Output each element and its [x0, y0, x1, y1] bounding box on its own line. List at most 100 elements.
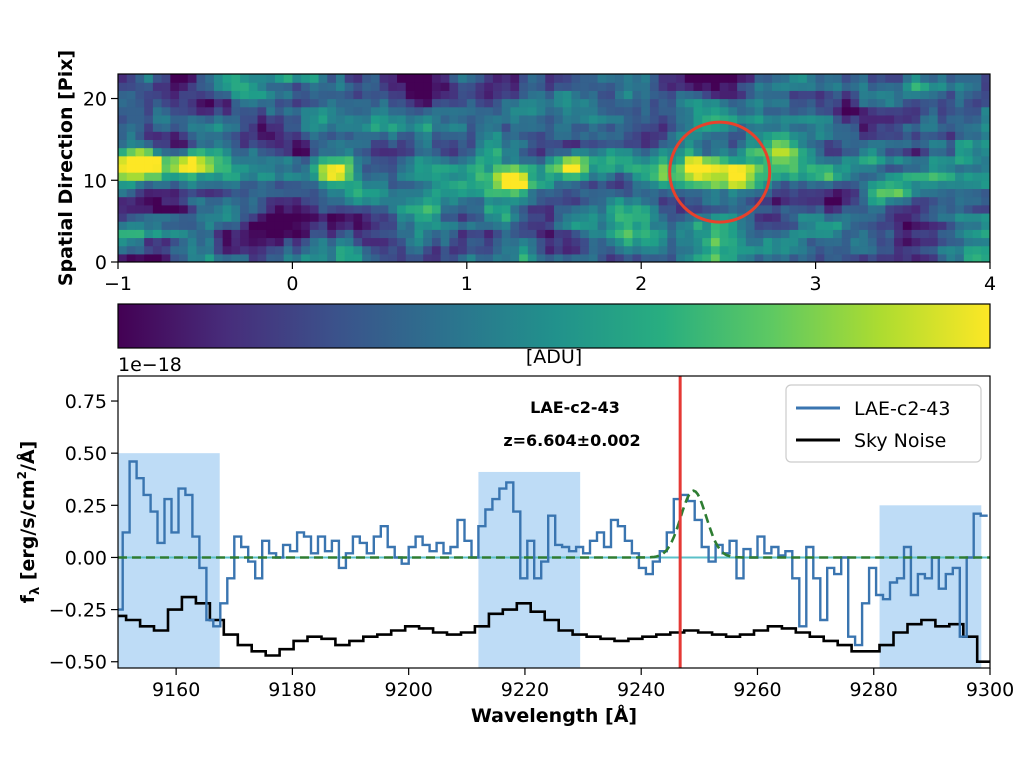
- heatmap-cell: [370, 229, 381, 239]
- heatmap-cell: [955, 74, 965, 83]
- heatmap-cell: [283, 98, 293, 108]
- heatmap-cell: [135, 82, 145, 91]
- heatmap-cell: [754, 188, 764, 198]
- heatmap-cell: [213, 245, 224, 255]
- heatmap-cell: [920, 172, 930, 181]
- heatmap-cell: [519, 139, 529, 149]
- heatmap-cell: [336, 212, 346, 222]
- heatmap-cell: [833, 245, 843, 255]
- heatmap-cell: [981, 98, 990, 108]
- heatmap-cell: [187, 245, 198, 255]
- heatmap-cell: [213, 90, 224, 100]
- heatmap-cell: [963, 106, 974, 116]
- heatmap-cell: [955, 212, 965, 222]
- heatmap-cell: [920, 106, 930, 116]
- heatmap-cell: [231, 253, 241, 262]
- spectrum-y-tick-label: −0.25: [49, 600, 107, 622]
- heatmap-cell: [684, 196, 695, 206]
- heatmap-cell: [963, 221, 974, 230]
- heatmap-cell: [222, 237, 232, 247]
- heatmap-cell: [492, 188, 503, 198]
- heatmap-cell: [684, 90, 695, 100]
- heatmap-cell: [597, 123, 607, 132]
- heatmap-cell: [527, 212, 538, 222]
- heatmap-cell: [754, 229, 764, 239]
- heatmap-cell: [397, 172, 407, 181]
- heatmap-cell: [231, 82, 241, 91]
- heatmap-cell: [580, 180, 590, 190]
- heatmap-cell: [458, 196, 468, 206]
- heatmap-cell: [867, 74, 878, 83]
- heatmap-cell: [545, 204, 555, 214]
- heatmap-cell: [876, 90, 886, 100]
- heatmap-cell: [702, 237, 712, 247]
- heatmap-cell: [466, 155, 477, 165]
- heatmap-cell: [972, 229, 982, 239]
- heatmap-cell: [928, 74, 939, 83]
- heatmap-cell: [798, 221, 808, 230]
- heatmap-cell: [667, 82, 677, 91]
- heatmap-cell: [431, 237, 442, 247]
- heatmap-cell: [397, 237, 407, 247]
- heatmap-cell: [649, 139, 660, 149]
- heatmap-cell: [928, 114, 939, 124]
- heatmap-cell: [719, 114, 729, 124]
- heatmap-cell: [772, 172, 782, 181]
- heatmap-cell: [301, 221, 311, 230]
- heatmap-cell: [126, 123, 137, 132]
- heatmap-cell: [423, 114, 433, 124]
- heatmap-cell: [867, 245, 878, 255]
- heatmap-cell: [519, 98, 529, 108]
- heatmap-cell: [719, 90, 729, 100]
- heatmap-cell: [963, 245, 974, 255]
- heatmap-cell: [580, 98, 590, 108]
- heatmap-cell: [623, 98, 634, 108]
- heatmap-cell: [789, 229, 799, 239]
- heatmap-cell: [309, 237, 320, 247]
- heatmap-cell: [458, 123, 468, 132]
- heatmap-cell: [963, 147, 974, 157]
- heatmap-cell: [632, 98, 642, 108]
- heatmap-cell: [196, 123, 206, 132]
- heatmap-cell: [536, 82, 546, 91]
- heatmap-cell: [118, 147, 128, 157]
- heatmap-cell: [257, 196, 267, 206]
- heatmap-cell: [266, 114, 276, 124]
- heatmap-cell: [431, 180, 442, 190]
- heatmap-cell: [536, 90, 546, 100]
- heatmap-cell: [118, 139, 128, 149]
- heatmap-cell: [397, 204, 407, 214]
- heatmap-cell: [405, 221, 416, 230]
- heatmap-cell: [946, 212, 956, 222]
- heatmap-cell: [571, 139, 581, 149]
- heatmap-cell: [772, 147, 782, 157]
- heatmap-cell: [510, 98, 520, 108]
- heatmap-cell: [248, 180, 259, 190]
- heatmap-cell: [902, 212, 913, 222]
- heatmap-cell: [484, 114, 494, 124]
- heatmap-cell: [841, 253, 852, 262]
- heatmap-cell: [824, 163, 834, 173]
- heatmap-cell: [431, 204, 442, 214]
- heatmap-cell: [833, 221, 843, 230]
- heatmap-cell: [588, 237, 599, 247]
- heatmap-cell: [833, 123, 843, 132]
- heatmap-cell: [806, 139, 817, 149]
- heatmap-cell: [179, 180, 189, 190]
- heatmap-cell: [179, 253, 189, 262]
- heatmap-cell: [606, 114, 616, 124]
- heatmap-cell: [257, 188, 267, 198]
- heatmap-cell: [963, 204, 974, 214]
- heatmap-cell: [388, 163, 398, 173]
- heatmap-cell: [379, 106, 389, 116]
- heatmap-cell: [955, 131, 965, 140]
- heatmap-cell: [841, 147, 852, 157]
- heatmap-cell: [841, 90, 852, 100]
- heatmap-cell: [196, 74, 206, 83]
- heatmap-cell: [318, 106, 328, 116]
- heatmap-cell: [161, 204, 171, 214]
- heatmap-cell: [684, 221, 695, 230]
- heatmap-cell: [213, 139, 224, 149]
- heatmap-cell: [850, 221, 860, 230]
